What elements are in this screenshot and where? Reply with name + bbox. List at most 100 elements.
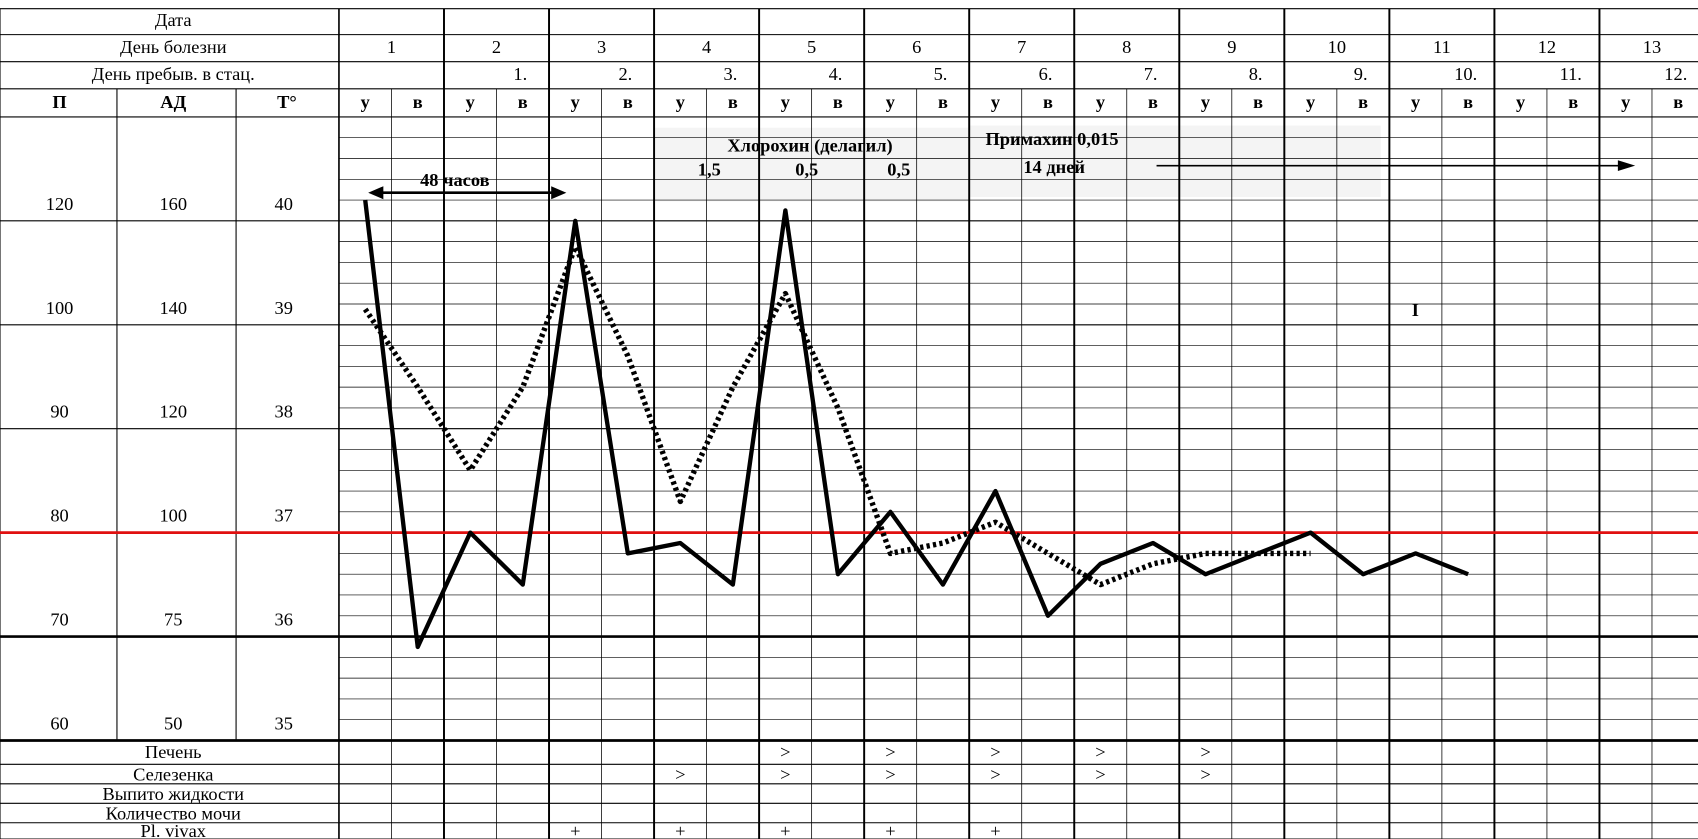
half-day-label: у bbox=[1621, 92, 1631, 112]
column-header: АД bbox=[160, 92, 186, 112]
pulse-tick-label: 70 bbox=[50, 610, 68, 630]
half-day-label: у bbox=[1096, 92, 1106, 112]
stay-day: 6. bbox=[1039, 64, 1053, 84]
row-label: Pl. vivax bbox=[141, 821, 206, 839]
day-number: 11 bbox=[1433, 37, 1451, 57]
column-header: T° bbox=[277, 92, 297, 112]
half-day-label: в bbox=[1568, 92, 1578, 112]
half-day-label: у bbox=[1201, 92, 1211, 112]
arrow-head bbox=[1617, 160, 1636, 172]
row-label: Печень bbox=[145, 742, 202, 762]
pressure-tick-label: 140 bbox=[159, 298, 187, 318]
row-mark: + bbox=[990, 821, 1000, 839]
pulse-tick-label: 60 bbox=[50, 714, 68, 734]
pressure-tick-label: 100 bbox=[159, 506, 187, 526]
half-day-label: у bbox=[571, 92, 581, 112]
half-day-label: у bbox=[1411, 92, 1421, 112]
row-mark: + bbox=[675, 821, 685, 839]
stay-day: 2. bbox=[618, 64, 632, 84]
row-mark: > bbox=[990, 742, 1000, 762]
row-mark: > bbox=[1200, 742, 1210, 762]
half-day-label: у bbox=[781, 92, 791, 112]
half-day-label: в bbox=[1463, 92, 1473, 112]
day-number: 6 bbox=[912, 37, 921, 57]
temperature-tick-label: 38 bbox=[275, 402, 293, 422]
day-number: 5 bbox=[807, 37, 816, 57]
row-mark: > bbox=[780, 764, 790, 784]
day-number: 7 bbox=[1017, 37, 1026, 57]
stay-day: 3. bbox=[724, 64, 738, 84]
half-day-label: в bbox=[1673, 92, 1683, 112]
stay-day: 1. bbox=[513, 64, 527, 84]
row-mark: + bbox=[570, 821, 580, 839]
day-number: 4 bbox=[702, 37, 711, 57]
half-day-label: в bbox=[1043, 92, 1053, 112]
column-header: П bbox=[52, 92, 66, 112]
header-label: День болезни bbox=[120, 37, 227, 57]
day-number: 1 bbox=[387, 37, 396, 57]
pulse-tick-label: 80 bbox=[50, 506, 68, 526]
row-mark: > bbox=[1095, 764, 1105, 784]
half-day-label: в bbox=[623, 92, 633, 112]
stay-day: 10. bbox=[1454, 64, 1477, 84]
row-label: Количество мочи bbox=[106, 803, 241, 823]
pulse-tick-label: 100 bbox=[46, 298, 74, 318]
pressure-tick-label: 120 bbox=[159, 402, 187, 422]
row-mark: > bbox=[885, 742, 895, 762]
header-label: День пребыв. в стац. bbox=[92, 64, 255, 84]
stay-day: 7. bbox=[1144, 64, 1158, 84]
temperature-tick-label: 40 bbox=[275, 194, 293, 214]
half-day-label: у bbox=[676, 92, 686, 112]
row-mark: > bbox=[675, 764, 685, 784]
row-mark: + bbox=[780, 821, 790, 839]
day-number: 8 bbox=[1122, 37, 1131, 57]
temperature-tick-label: 39 bbox=[275, 298, 293, 318]
day-number: 9 bbox=[1227, 37, 1236, 57]
annotation: I bbox=[1412, 300, 1419, 320]
annotation: 1,5 bbox=[698, 159, 721, 179]
half-day-label: у bbox=[886, 92, 896, 112]
half-day-label: у bbox=[991, 92, 1001, 112]
row-mark: > bbox=[990, 764, 1000, 784]
half-day-label: в bbox=[833, 92, 843, 112]
row-mark: > bbox=[885, 764, 895, 784]
stay-day: 5. bbox=[934, 64, 948, 84]
stay-day: 4. bbox=[829, 64, 843, 84]
annotation: Хлорохин (делагил) bbox=[727, 135, 892, 156]
half-day-label: у bbox=[466, 92, 476, 112]
half-day-label: в bbox=[1253, 92, 1263, 112]
temperature-tick-label: 37 bbox=[275, 506, 293, 526]
stay-day: 8. bbox=[1249, 64, 1263, 84]
temperature-tick-label: 36 bbox=[275, 610, 293, 630]
stay-day: 9. bbox=[1354, 64, 1368, 84]
half-day-label: в bbox=[938, 92, 948, 112]
half-day-label: в bbox=[728, 92, 738, 112]
row-mark: > bbox=[780, 742, 790, 762]
row-mark: > bbox=[1095, 742, 1105, 762]
half-day-label: в bbox=[1148, 92, 1158, 112]
pressure-tick-label: 160 bbox=[159, 194, 187, 214]
temperature-tick-label: 35 bbox=[275, 714, 293, 734]
row-label: Селезенка bbox=[133, 764, 213, 784]
day-number: 10 bbox=[1328, 37, 1346, 57]
annotation: Примахин 0,015 bbox=[985, 129, 1118, 149]
row-mark: + bbox=[885, 821, 895, 839]
pressure-tick-label: 75 bbox=[164, 610, 182, 630]
annotation: 0,5 bbox=[887, 159, 910, 179]
half-day-label: у bbox=[1516, 92, 1526, 112]
half-day-label: в bbox=[518, 92, 528, 112]
header-label: Дата bbox=[155, 10, 192, 30]
half-day-label: в bbox=[1358, 92, 1368, 112]
stay-day: 12. bbox=[1664, 64, 1687, 84]
row-mark: > bbox=[1200, 764, 1210, 784]
half-day-label: в bbox=[413, 92, 423, 112]
day-number: 3 bbox=[597, 37, 606, 57]
pulse-tick-label: 120 bbox=[46, 194, 74, 214]
half-day-label: у bbox=[361, 92, 371, 112]
day-number: 2 bbox=[492, 37, 501, 57]
half-day-label: у bbox=[1306, 92, 1316, 112]
day-number: 12 bbox=[1538, 37, 1556, 57]
row-label: Выпито жидкости bbox=[103, 784, 245, 804]
annotation: 48 часов bbox=[420, 170, 489, 190]
